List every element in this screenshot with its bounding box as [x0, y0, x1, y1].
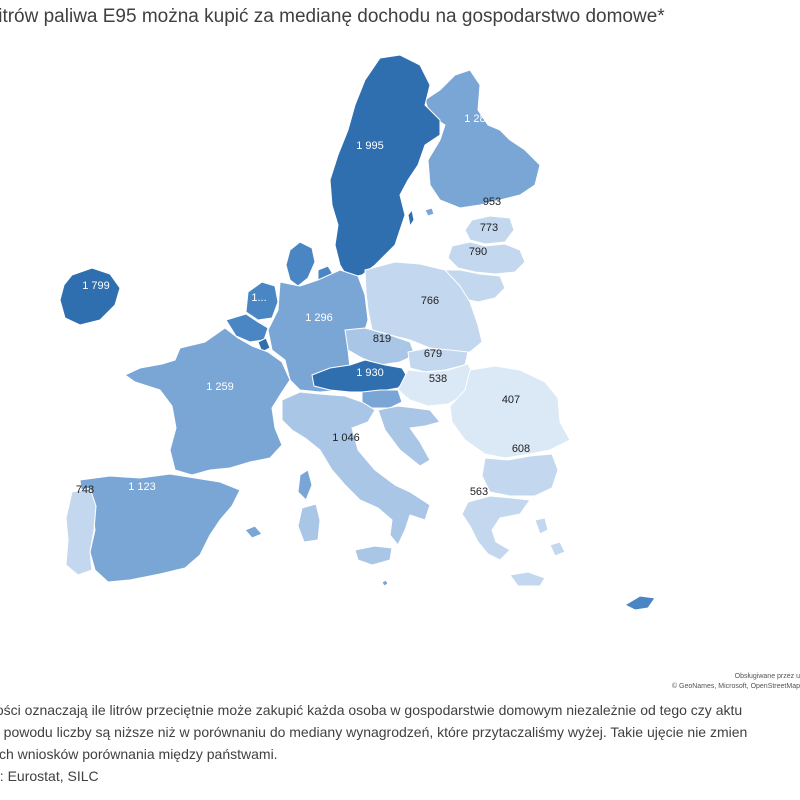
- region-balearic[interactable]: [244, 525, 263, 539]
- map-svg[interactable]: 1 995 1 287 953 773 790 1 799 1... 1 296…: [0, 30, 800, 695]
- region-denmark[interactable]: [285, 241, 316, 287]
- label-sweden: 1 995: [356, 140, 384, 152]
- footnote: tości oznaczają ile litrów przeciętnie m…: [0, 699, 800, 787]
- footnote-line-1: tości oznaczają ile litrów przeciętnie m…: [0, 702, 743, 718]
- region-poland[interactable]: [364, 261, 483, 353]
- label-bulgaria: 608: [512, 443, 530, 455]
- region-romania[interactable]: [449, 365, 571, 459]
- region-italy[interactable]: [281, 391, 431, 546]
- attribution-line-1: Obsługiwane przez u: [734, 673, 800, 680]
- region-gotland[interactable]: [407, 209, 415, 227]
- footnote-line-3: ych wniosków porównania między państwami…: [0, 746, 278, 762]
- region-ireland[interactable]: [59, 267, 121, 326]
- region-finland[interactable]: [424, 69, 541, 209]
- region-belgium[interactable]: [225, 313, 269, 343]
- region-spain[interactable]: [79, 473, 241, 583]
- region-luxembourg[interactable]: [257, 337, 271, 353]
- label-ireland: 1 799: [82, 280, 110, 292]
- region-corsica[interactable]: [297, 469, 313, 501]
- region-croatia[interactable]: [377, 405, 441, 467]
- map-attribution: Obsługiwane przez u © GeoNames, Microsof…: [672, 672, 800, 692]
- label-portugal: 748: [76, 484, 94, 496]
- label-lithuania: 790: [469, 246, 487, 258]
- label-france: 1 259: [206, 381, 234, 393]
- label-slovakia: 679: [424, 348, 442, 360]
- map-title: litrów paliwa E95 można kupić za medianę…: [0, 6, 665, 27]
- region-greece-islands[interactable]: [509, 571, 546, 587]
- region-sardinia[interactable]: [297, 503, 321, 543]
- label-italy: 1 046: [332, 432, 360, 444]
- region-czechia[interactable]: [344, 327, 416, 366]
- region-greece[interactable]: [461, 495, 531, 561]
- label-romania: 407: [502, 394, 520, 406]
- region-malta[interactable]: [381, 579, 389, 587]
- region-netherlands[interactable]: [245, 281, 279, 321]
- region-portugal[interactable]: [65, 487, 97, 576]
- label-estonia: 953: [483, 196, 501, 208]
- attribution-line-2: © GeoNames, Microsoft, OpenStreetMap: [671, 683, 800, 690]
- label-czechia: 819: [373, 333, 391, 345]
- europe-map[interactable]: 1 995 1 287 953 773 790 1 799 1... 1 296…: [0, 30, 800, 695]
- label-austria: 1 930: [356, 367, 384, 379]
- label-germany: 1 296: [305, 312, 333, 324]
- footnote-source: o: Eurostat, SILC: [0, 768, 99, 784]
- label-greece: 563: [470, 486, 488, 498]
- label-poland: 766: [421, 295, 439, 307]
- footnote-line-2: o powodu liczby są niższe niż w porównan…: [0, 724, 748, 740]
- label-latvia: 773: [480, 222, 498, 234]
- region-cyprus[interactable]: [624, 595, 656, 611]
- region-sweden[interactable]: [329, 54, 441, 279]
- label-spain: 1 123: [128, 481, 156, 493]
- region-greece-aegean[interactable]: [534, 517, 566, 557]
- region-estonia[interactable]: [464, 215, 515, 245]
- label-netherlands: 1...: [251, 292, 266, 304]
- region-latvia[interactable]: [447, 241, 526, 275]
- region-sicily[interactable]: [354, 545, 393, 566]
- region-bulgaria[interactable]: [481, 453, 559, 497]
- label-finland: 1 287: [464, 113, 492, 125]
- region-aland[interactable]: [424, 207, 435, 217]
- region-france[interactable]: [124, 327, 291, 476]
- label-hungary: 538: [429, 373, 447, 385]
